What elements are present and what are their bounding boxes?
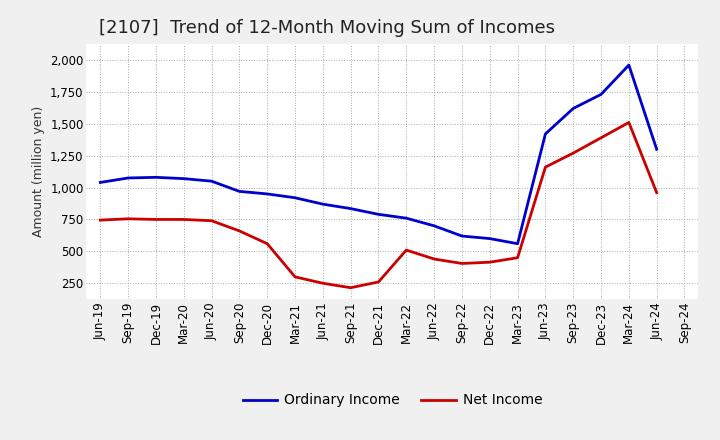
- Line: Net Income: Net Income: [100, 122, 657, 288]
- Ordinary Income: [458, 233, 467, 238]
- Ordinary Income: [430, 223, 438, 228]
- Ordinary Income: [318, 202, 327, 207]
- Ordinary Income: [541, 131, 550, 136]
- Ordinary Income: [207, 179, 216, 184]
- Net Income: [541, 165, 550, 170]
- Net Income: [624, 120, 633, 125]
- Net Income: [430, 257, 438, 262]
- Net Income: [346, 285, 355, 290]
- Net Income: [458, 261, 467, 266]
- Y-axis label: Amount (million yen): Amount (million yen): [32, 106, 45, 237]
- Ordinary Income: [513, 241, 522, 246]
- Net Income: [207, 218, 216, 224]
- Net Income: [96, 217, 104, 223]
- Text: [2107]  Trend of 12-Month Moving Sum of Incomes: [2107] Trend of 12-Month Moving Sum of I…: [99, 19, 554, 37]
- Line: Ordinary Income: Ordinary Income: [100, 65, 657, 244]
- Net Income: [569, 150, 577, 156]
- Net Income: [374, 279, 383, 285]
- Ordinary Income: [291, 195, 300, 200]
- Ordinary Income: [235, 189, 243, 194]
- Net Income: [263, 241, 271, 246]
- Ordinary Income: [485, 236, 494, 241]
- Net Income: [124, 216, 132, 221]
- Legend: Ordinary Income, Net Income: Ordinary Income, Net Income: [237, 388, 548, 413]
- Net Income: [597, 135, 606, 140]
- Ordinary Income: [402, 216, 410, 221]
- Net Income: [152, 217, 161, 222]
- Net Income: [291, 274, 300, 279]
- Net Income: [513, 255, 522, 260]
- Net Income: [179, 217, 188, 222]
- Ordinary Income: [652, 147, 661, 152]
- Net Income: [652, 190, 661, 195]
- Ordinary Income: [346, 206, 355, 211]
- Net Income: [318, 281, 327, 286]
- Ordinary Income: [569, 106, 577, 111]
- Ordinary Income: [624, 62, 633, 68]
- Ordinary Income: [179, 176, 188, 181]
- Net Income: [485, 260, 494, 265]
- Ordinary Income: [597, 92, 606, 97]
- Ordinary Income: [374, 212, 383, 217]
- Net Income: [235, 228, 243, 234]
- Ordinary Income: [263, 191, 271, 197]
- Ordinary Income: [96, 180, 104, 185]
- Ordinary Income: [124, 175, 132, 180]
- Ordinary Income: [152, 175, 161, 180]
- Net Income: [402, 247, 410, 253]
